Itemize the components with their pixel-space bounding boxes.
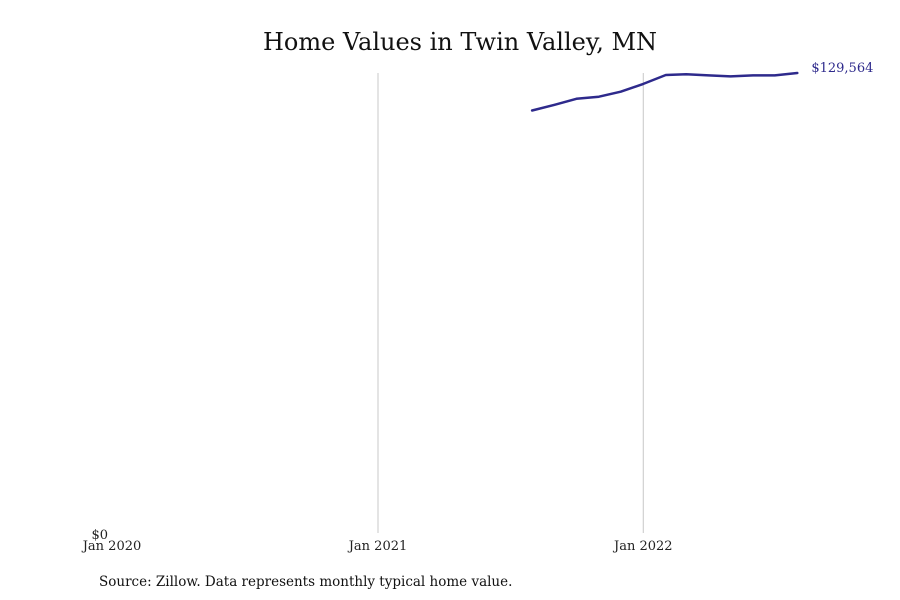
y-tick-label: $0 (91, 528, 108, 543)
gridlines (377, 73, 644, 533)
series-line (530, 71, 799, 112)
x-tick-label: Jan 2022 (612, 539, 673, 554)
tick-labels: Jan 2020 Jan 2021 Jan 2022 $0 (81, 528, 673, 554)
x-tick-label: Jan 2021 (347, 539, 408, 554)
x-tick-label: Jan 2020 (81, 539, 142, 554)
end-value-label: $129,564 (811, 61, 873, 76)
source-note: Source: Zillow. Data represents monthly … (99, 574, 512, 590)
chart-title: Home Values in Twin Valley, MN (263, 28, 657, 56)
series-layer: $129,564 (530, 61, 873, 112)
